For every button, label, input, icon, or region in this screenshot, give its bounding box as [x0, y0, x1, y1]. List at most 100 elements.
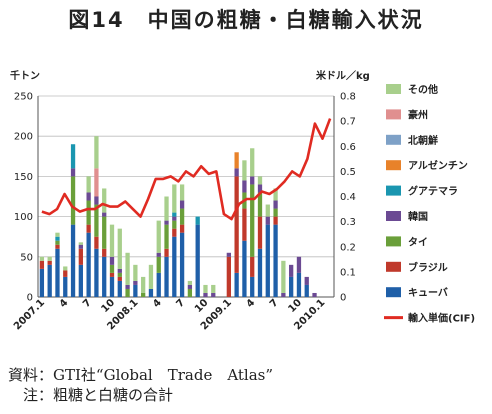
bar-segment — [109, 272, 115, 277]
bar-segment — [172, 220, 177, 229]
bar-segment — [187, 280, 193, 285]
bar-segment — [281, 260, 286, 293]
bar-segment — [94, 136, 99, 169]
bar-segment — [172, 236, 177, 297]
bar-segment — [211, 292, 216, 297]
legend-swatch — [386, 261, 401, 272]
legend-swatch — [386, 211, 401, 221]
y2-tick-label: 0 — [340, 293, 346, 304]
bar-segment — [133, 280, 138, 285]
legend-swatch — [386, 185, 401, 196]
bar-segment — [164, 256, 169, 297]
bar-segment — [125, 252, 130, 285]
bar-segment — [234, 176, 239, 273]
x-tick-label: 7 — [175, 297, 188, 310]
right-axis-unit: 米ドル／kg — [316, 71, 370, 82]
bar-segment — [86, 176, 91, 193]
bar-segment — [203, 292, 208, 297]
x-tick-label: 4 — [245, 297, 258, 310]
bar-segment — [250, 276, 255, 297]
bar-segment — [55, 232, 60, 237]
legend-label: タイ — [408, 236, 428, 248]
bar-segment — [63, 266, 68, 271]
bar-segment — [156, 272, 161, 297]
legend-swatch — [386, 287, 401, 298]
bar-segment — [109, 276, 115, 297]
y-tick-label: 150 — [14, 172, 33, 183]
bar-segment — [47, 264, 52, 297]
bar-segment — [102, 188, 107, 213]
bar-segment — [109, 224, 115, 257]
bar-segment — [55, 248, 60, 297]
bar-segment — [179, 184, 185, 201]
bar-segment — [102, 256, 107, 297]
bar-segment — [86, 200, 91, 225]
y-tick-label: 100 — [14, 212, 33, 223]
bar-segment — [117, 272, 122, 277]
bar-segment — [304, 284, 309, 297]
bar-segment — [226, 252, 231, 257]
y-tick-label: 50 — [20, 252, 33, 263]
y2-tick-label: 0.1 — [340, 267, 356, 278]
bar-segment — [78, 244, 83, 249]
bar-segment — [94, 168, 99, 197]
bar-segment — [203, 284, 208, 293]
x-tick-label: 7 — [81, 297, 94, 310]
bar-segment — [63, 276, 68, 297]
bar-segment — [55, 244, 60, 249]
y-tick-label: 250 — [14, 92, 33, 103]
bar-segment — [250, 184, 255, 257]
bar-segment — [47, 256, 52, 261]
legend-label: 豪州 — [408, 108, 428, 121]
legend-label: その他 — [408, 83, 438, 96]
bar-segment — [304, 276, 309, 285]
legend-swatch — [386, 84, 401, 94]
bar-segment — [250, 256, 255, 277]
bar-segment — [312, 292, 317, 297]
bar-segment — [102, 212, 107, 217]
bar-segment — [257, 192, 263, 217]
bar-segment — [242, 160, 247, 181]
bar-segment — [156, 256, 161, 273]
bar-segment — [265, 204, 270, 217]
bar-segment — [257, 184, 263, 193]
legend-label: キューバ — [408, 287, 448, 299]
bar-segment — [296, 256, 302, 273]
legend-swatch — [386, 160, 401, 171]
bar-segment — [242, 208, 247, 241]
bar-segment — [164, 196, 169, 221]
bar-segment — [273, 216, 278, 225]
legend-label: アルゼンチン — [408, 159, 468, 172]
bar-segment — [70, 168, 76, 177]
bar-segment — [94, 236, 99, 249]
bar-segment — [109, 264, 115, 273]
bar-segment — [179, 200, 185, 209]
bar-segment — [172, 216, 177, 221]
bar-segment — [39, 260, 45, 269]
y-tick-label: 200 — [14, 132, 33, 143]
bar-segment — [156, 252, 161, 257]
bar-segment — [70, 144, 76, 169]
legend-label: 輸入単価(CIF) — [408, 312, 475, 325]
bar-segment — [273, 208, 278, 217]
x-tick-label: 4 — [58, 297, 71, 310]
bar-segment — [117, 228, 122, 269]
bar-segment — [172, 228, 177, 237]
bar-segment — [86, 232, 91, 297]
bar-segment — [273, 224, 278, 297]
x-tick-label: 10 — [193, 297, 211, 315]
bar-segment — [234, 272, 239, 297]
bar-segment — [141, 292, 146, 297]
bar-segment — [273, 200, 278, 209]
bar-segment — [242, 180, 247, 193]
bar-segment — [94, 248, 99, 297]
legend-label: ブラジル — [408, 261, 448, 274]
bar-segment — [164, 220, 169, 225]
bar-segment — [78, 242, 83, 245]
source-line: 資料：GTI社“Global Trade Atlas” — [8, 366, 274, 384]
x-tick-label: 4 — [151, 297, 164, 310]
bar-segment — [86, 224, 91, 233]
bar-segment — [289, 264, 294, 277]
bar-segment — [55, 240, 60, 245]
bar-segment — [172, 212, 177, 217]
